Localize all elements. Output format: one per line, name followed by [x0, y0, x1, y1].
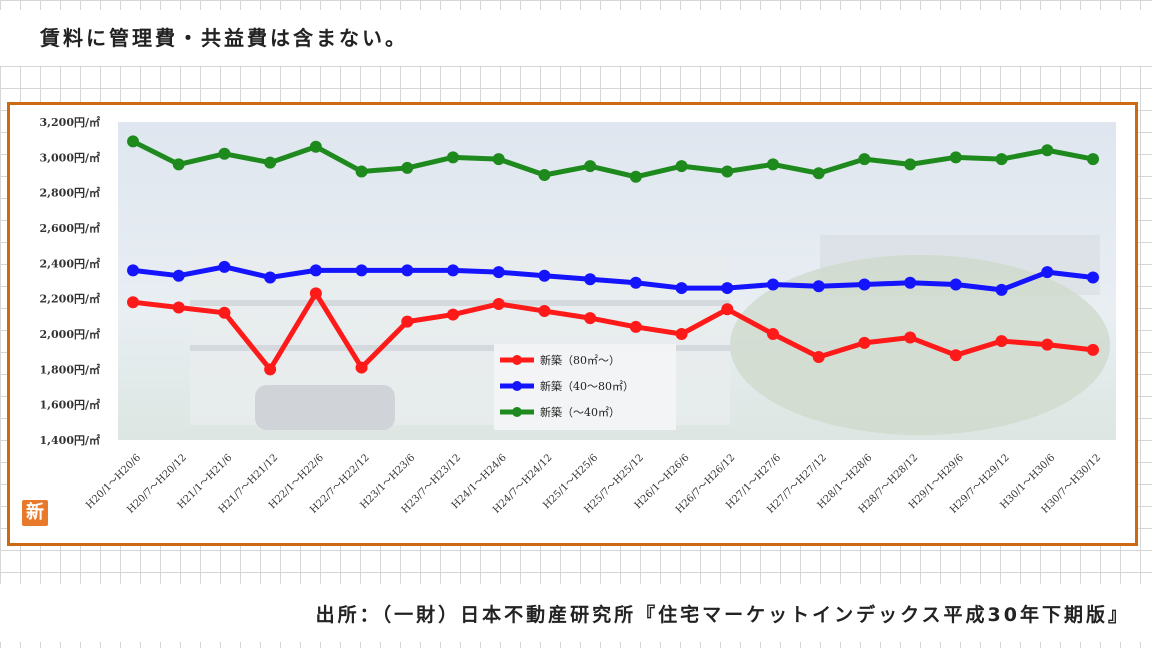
data-point — [1087, 271, 1099, 284]
header-band — [0, 10, 1152, 66]
legend-swatch-marker — [512, 381, 522, 391]
y-tick-label: 1,600円/㎡ — [40, 398, 100, 412]
series-lines — [127, 135, 1099, 376]
new-badge-icon: 新 — [22, 500, 48, 526]
data-point — [721, 282, 734, 295]
data-point — [812, 350, 825, 363]
data-point — [401, 161, 414, 174]
y-tick-label: 2,800円/㎡ — [40, 186, 100, 200]
data-point — [447, 151, 459, 164]
data-point — [767, 158, 779, 171]
data-point — [492, 297, 505, 310]
data-point — [127, 296, 139, 309]
data-point — [629, 170, 642, 183]
data-point — [949, 151, 962, 164]
data-point — [538, 169, 551, 181]
legend-label: 新築（80㎡～） — [540, 353, 620, 367]
series-line — [132, 264, 1094, 293]
legend: 新築（80㎡～） 新築（40～80㎡） 新築（～40㎡） — [494, 344, 676, 430]
data-point — [355, 361, 368, 374]
footer-band — [0, 584, 1152, 642]
data-point — [767, 278, 779, 291]
data-point — [949, 349, 962, 362]
data-point — [309, 140, 322, 153]
data-point — [218, 147, 231, 160]
data-point — [264, 363, 277, 376]
data-point — [675, 160, 688, 173]
series-line — [131, 139, 1094, 180]
y-tick-label: 2,600円/㎡ — [40, 221, 100, 235]
y-tick-label: 2,400円/㎡ — [40, 256, 100, 270]
data-point — [949, 278, 962, 291]
y-tick-label: 3,000円/㎡ — [40, 150, 100, 164]
x-axis: H20/1～H20/6H20/7～H20/12H21/1～H21/6H21/7～… — [84, 452, 1103, 515]
data-point — [538, 269, 551, 282]
data-point — [995, 283, 1008, 296]
data-point — [1041, 338, 1054, 351]
data-point — [218, 306, 231, 319]
data-point — [767, 328, 779, 340]
legend-swatch-marker — [512, 407, 522, 417]
data-point — [447, 264, 459, 277]
data-point — [584, 312, 597, 325]
data-point — [904, 158, 917, 171]
legend-swatch-marker — [512, 355, 522, 365]
data-point — [812, 167, 825, 180]
source-credit: 出所：（一財）日本不動産研究所『住宅マーケットインデックス平成30年下期版』 — [315, 604, 1130, 626]
data-point — [309, 287, 322, 300]
data-point — [127, 264, 139, 277]
data-point — [172, 158, 185, 171]
data-point — [995, 335, 1008, 348]
data-point — [904, 331, 917, 344]
data-point — [355, 165, 368, 178]
data-point — [584, 160, 597, 173]
data-point — [675, 328, 688, 340]
data-point — [264, 271, 277, 284]
data-point — [1041, 266, 1054, 279]
data-point — [721, 165, 734, 178]
data-point — [492, 266, 505, 279]
data-point — [1087, 153, 1099, 166]
legend-label: 新築（40～80㎡） — [540, 379, 634, 393]
data-point — [401, 264, 414, 277]
data-point — [858, 336, 871, 349]
data-point — [904, 276, 917, 289]
rent-note: 賃料に管理費・共益費は含まない。 — [40, 26, 408, 50]
data-point — [629, 320, 642, 333]
series-line — [132, 290, 1094, 372]
data-point — [264, 156, 277, 169]
data-point — [812, 280, 825, 293]
y-tick-label: 2,200円/㎡ — [40, 292, 100, 306]
data-point — [492, 153, 505, 166]
y-tick-label: 3,200円/㎡ — [40, 115, 100, 129]
y-axis: 3,200円/㎡ 3,000円/㎡ 2,800円/㎡ 2,600円/㎡ 2,400円/㎡… — [40, 115, 100, 447]
data-point — [447, 308, 459, 321]
legend-label: 新築（～40㎡） — [540, 405, 620, 419]
data-point — [355, 264, 368, 277]
data-point — [172, 269, 185, 282]
data-point — [218, 260, 231, 273]
y-tick-label: 2,000円/㎡ — [40, 327, 100, 341]
data-point — [858, 153, 871, 166]
data-point — [721, 303, 734, 316]
data-point — [309, 264, 322, 277]
data-point — [1087, 343, 1099, 356]
data-point — [995, 153, 1008, 166]
data-point — [538, 305, 551, 318]
y-tick-label: 1,800円/㎡ — [40, 362, 100, 376]
data-point — [675, 282, 688, 295]
data-point — [629, 276, 642, 289]
data-point — [127, 135, 139, 148]
data-point — [401, 315, 414, 328]
y-tick-label: 1,400円/㎡ — [40, 433, 100, 447]
data-point — [172, 301, 185, 314]
data-point — [1041, 144, 1054, 157]
data-point — [584, 273, 597, 286]
data-point — [858, 278, 871, 291]
